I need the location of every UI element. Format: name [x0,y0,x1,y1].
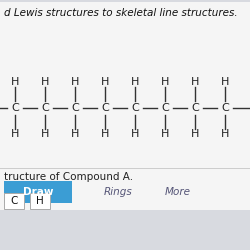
Text: C: C [41,103,49,113]
Text: H: H [36,196,44,206]
Text: H: H [161,129,169,139]
Text: C: C [191,103,199,113]
Text: d Lewis structures to skeletal line structures.: d Lewis structures to skeletal line stru… [4,8,237,18]
Text: H: H [221,77,229,87]
Text: More: More [165,187,191,197]
Text: C: C [71,103,79,113]
Text: H: H [41,77,49,87]
Text: C: C [131,103,139,113]
Text: C: C [10,196,18,206]
Text: H: H [101,129,109,139]
FancyBboxPatch shape [0,2,250,210]
Text: H: H [41,129,49,139]
Text: C: C [221,103,229,113]
Text: H: H [71,129,79,139]
Text: C: C [161,103,169,113]
Text: Rings: Rings [104,187,132,197]
Text: H: H [221,129,229,139]
Text: H: H [161,77,169,87]
Text: H: H [131,129,139,139]
Text: H: H [11,77,19,87]
Text: H: H [101,77,109,87]
Text: H: H [191,129,199,139]
Text: C: C [11,103,19,113]
FancyBboxPatch shape [4,193,24,209]
Text: H: H [11,129,19,139]
FancyBboxPatch shape [30,193,50,209]
Text: C: C [101,103,109,113]
Text: tructure of Compound A.: tructure of Compound A. [4,172,133,182]
Text: H: H [131,77,139,87]
Text: H: H [71,77,79,87]
Text: H: H [191,77,199,87]
FancyBboxPatch shape [4,181,72,203]
Text: Draw: Draw [23,187,53,197]
